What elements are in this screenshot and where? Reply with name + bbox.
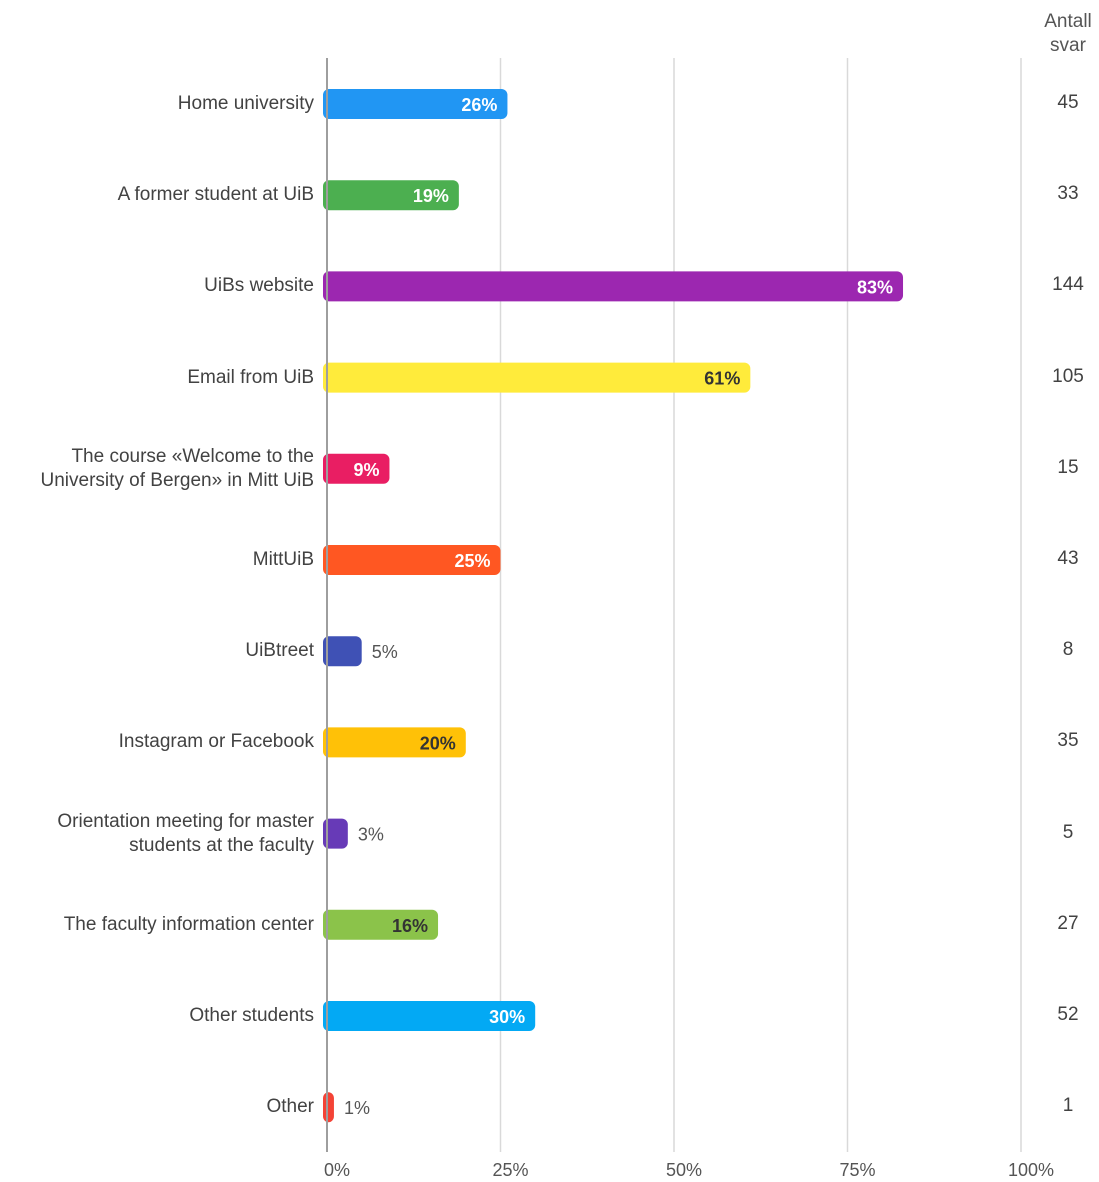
bar-value-label: 5% [372,642,398,662]
count-label: 5 [1062,821,1074,843]
bar [323,271,904,302]
bar [323,909,439,940]
count-label: 8 [1062,639,1074,661]
category-label: The course «Welcome to the University of… [40,445,315,491]
count-label: 45 [1057,92,1079,113]
count-label: 43 [1057,548,1079,569]
count-label: 105 [1052,365,1084,387]
x-tick-label: 50% [665,1160,703,1180]
bar-value-label: 26% [461,95,497,115]
category-label: Other students [189,1005,314,1026]
x-tick-label: 75% [839,1160,876,1180]
bar [323,1001,536,1031]
category-label: A former student at UiB [117,184,314,206]
count-column-header: Antall svar [1044,11,1092,56]
bar-value-label: 16% [392,916,428,936]
category-label: The faculty information center [63,913,314,935]
bar-value-label: 19% [413,186,449,206]
category-label: UiBs website [204,275,314,297]
category-label: MittUiB [252,549,314,570]
count-label: 144 [1052,274,1084,296]
category-label: Other [266,1096,314,1118]
count-label: 1 [1062,1095,1074,1117]
count-label: 15 [1057,456,1079,478]
bar-value-label: 3% [358,825,384,845]
bar-value-label: 61% [704,369,740,389]
category-label: Orientation meeting for master students … [57,810,314,856]
bar [323,362,751,393]
x-tick-label: 100% [1007,1160,1055,1180]
count-label: 27 [1057,912,1079,934]
bar-value-label: 25% [454,551,490,571]
count-label: 35 [1057,730,1079,752]
bar [323,545,501,575]
bar [323,453,390,484]
bar [323,727,466,758]
bar-value-label: 1% [344,1098,370,1118]
bar [323,89,508,119]
bar-value-label: 20% [420,733,456,753]
x-tick-label: 0% [323,1160,351,1180]
bar [323,1092,334,1123]
x-tick-label: 25% [492,1160,529,1180]
bar [323,818,348,849]
category-label: Instagram or Facebook [118,731,314,753]
category-label: Home university [177,93,314,114]
bar-value-label: 30% [489,1007,525,1027]
bar-value-label: 83% [857,277,893,297]
bar [323,636,362,667]
bar-value-label: 9% [353,460,379,480]
category-label: Email from UiB [187,366,314,388]
count-label: 33 [1057,183,1079,205]
category-label: UiBtreet [245,640,314,662]
count-label: 52 [1057,1004,1079,1025]
bar [323,180,459,211]
